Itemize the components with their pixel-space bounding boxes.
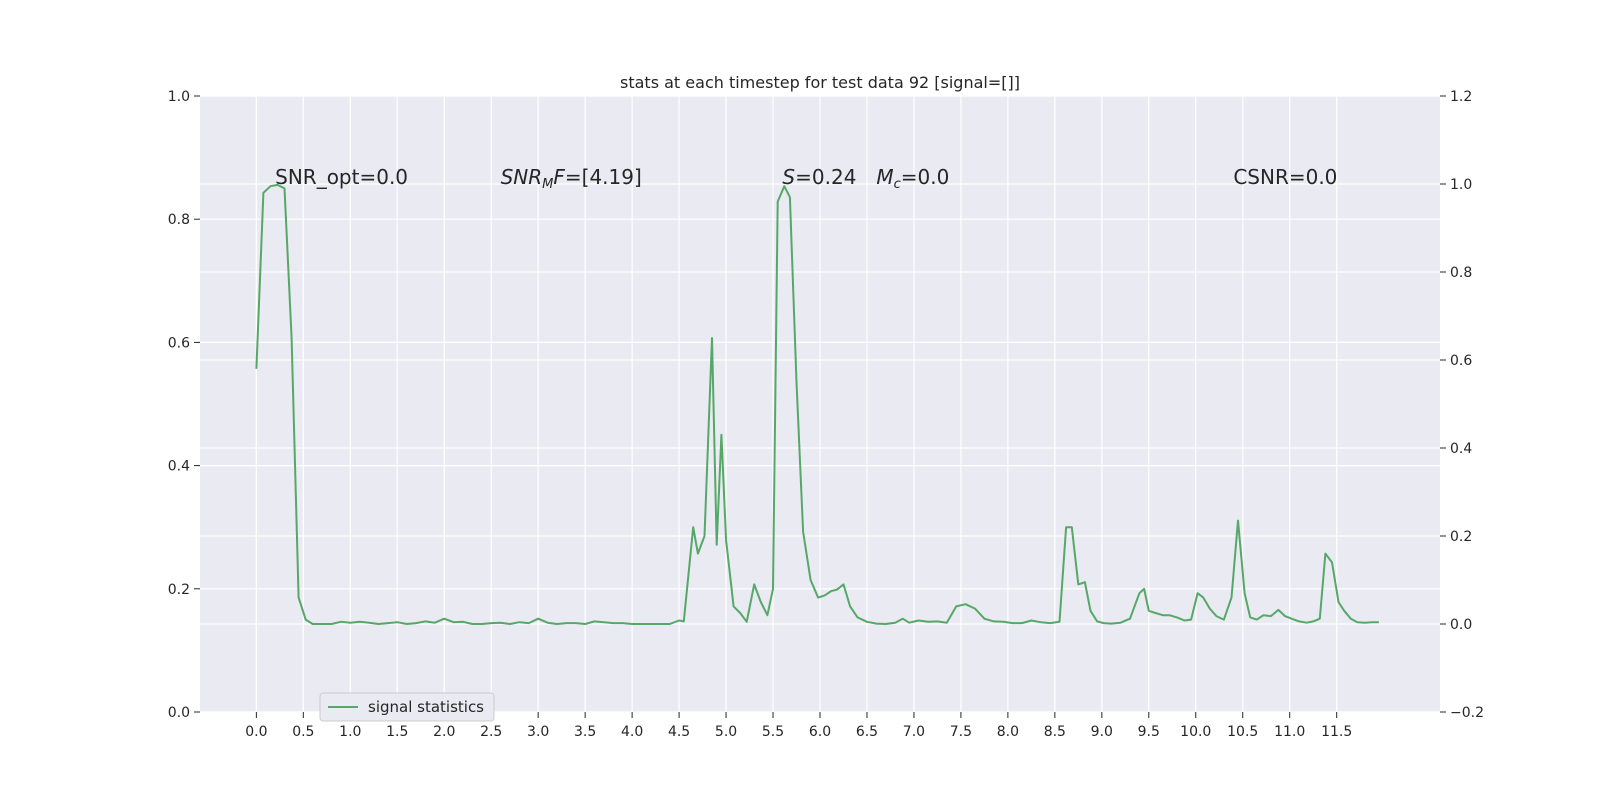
x-tick-label: 8.5 [1044, 724, 1066, 740]
x-tick-label: 3.5 [574, 724, 596, 740]
series-layer [255, 183, 1379, 625]
x-tick-label: 7.0 [903, 724, 925, 740]
x-tick-label: 2.0 [433, 724, 455, 740]
y-tick-label: 0.4 [168, 459, 190, 475]
x-tick-label: 10.5 [1227, 724, 1258, 740]
annotation: SNR_opt=0.0 [275, 165, 408, 189]
left-y-axis: 0.0 0.2 0.4 0.6 0.8 1.0 [168, 89, 200, 721]
x-tick-label: 4.0 [621, 724, 643, 740]
x-tick-label: 3.0 [527, 724, 549, 740]
y2-tick-label: 0.6 [1450, 353, 1472, 369]
annotation: SNRMF=[4.19] [501, 165, 642, 192]
x-tick-label: 0.0 [245, 724, 267, 740]
x-tick-label: 6.0 [809, 724, 831, 740]
x-tick-label: 2.5 [480, 724, 502, 740]
y2-tick-label: 0.0 [1450, 617, 1472, 633]
x-tick-label: 6.5 [856, 724, 878, 740]
y2-tick-label: 1.2 [1450, 89, 1472, 105]
annotation: Mc=0.0 [876, 165, 949, 192]
x-tick-label: 1.0 [339, 724, 361, 740]
chart-title: stats at each timestep for test data 92 … [620, 73, 1020, 92]
annotations: SNR_opt=0.0 SNRMF=[4.19] S=0.24 Mc=0.0 CSNR=… [275, 165, 1337, 192]
legend: signal statistics [319, 692, 495, 722]
x-tick-label: 10.0 [1180, 724, 1211, 740]
right-y-axis: −0.2 0.0 0.2 0.4 0.6 0.8 1.0 1.2 [1440, 89, 1484, 721]
y2-tick-label: 0.2 [1450, 529, 1472, 545]
y-tick-label: 0.6 [168, 335, 190, 351]
y-tick-label: 0.2 [168, 582, 190, 598]
x-tick-label: 11.5 [1321, 724, 1352, 740]
x-tick-label: 1.5 [386, 724, 408, 740]
y-tick-label: 1.0 [168, 89, 190, 105]
x-tick-label: 0.5 [292, 724, 314, 740]
y2-tick-label: 1.0 [1450, 177, 1472, 193]
annotation: CSNR=0.0 [1233, 165, 1337, 189]
annotation: S=0.24 [782, 165, 856, 189]
x-tick-label: 5.5 [762, 724, 784, 740]
x-tick-label: 8.0 [997, 724, 1019, 740]
x-tick-label: 9.0 [1091, 724, 1113, 740]
series-line [255, 183, 1379, 625]
y-tick-label: 0.0 [168, 705, 190, 721]
y2-tick-label: −0.2 [1450, 705, 1484, 721]
x-axis: 0.0 0.5 1.0 1.5 2.0 2.5 3.0 3.5 4.0 4.5 5.0 5.5 6.0 6… [245, 712, 1352, 740]
y-tick-label: 0.8 [168, 212, 190, 228]
x-tick-label: 9.5 [1138, 724, 1160, 740]
x-tick-label: 5.0 [715, 724, 737, 740]
legend-box [319, 692, 495, 722]
legend-label: signal statistics [368, 698, 484, 716]
y2-tick-label: 0.8 [1450, 265, 1472, 281]
x-tick-label: 4.5 [668, 724, 690, 740]
y2-tick-label: 0.4 [1450, 441, 1472, 457]
x-tick-label: 7.5 [950, 724, 972, 740]
x-tick-label: 11.0 [1274, 724, 1305, 740]
